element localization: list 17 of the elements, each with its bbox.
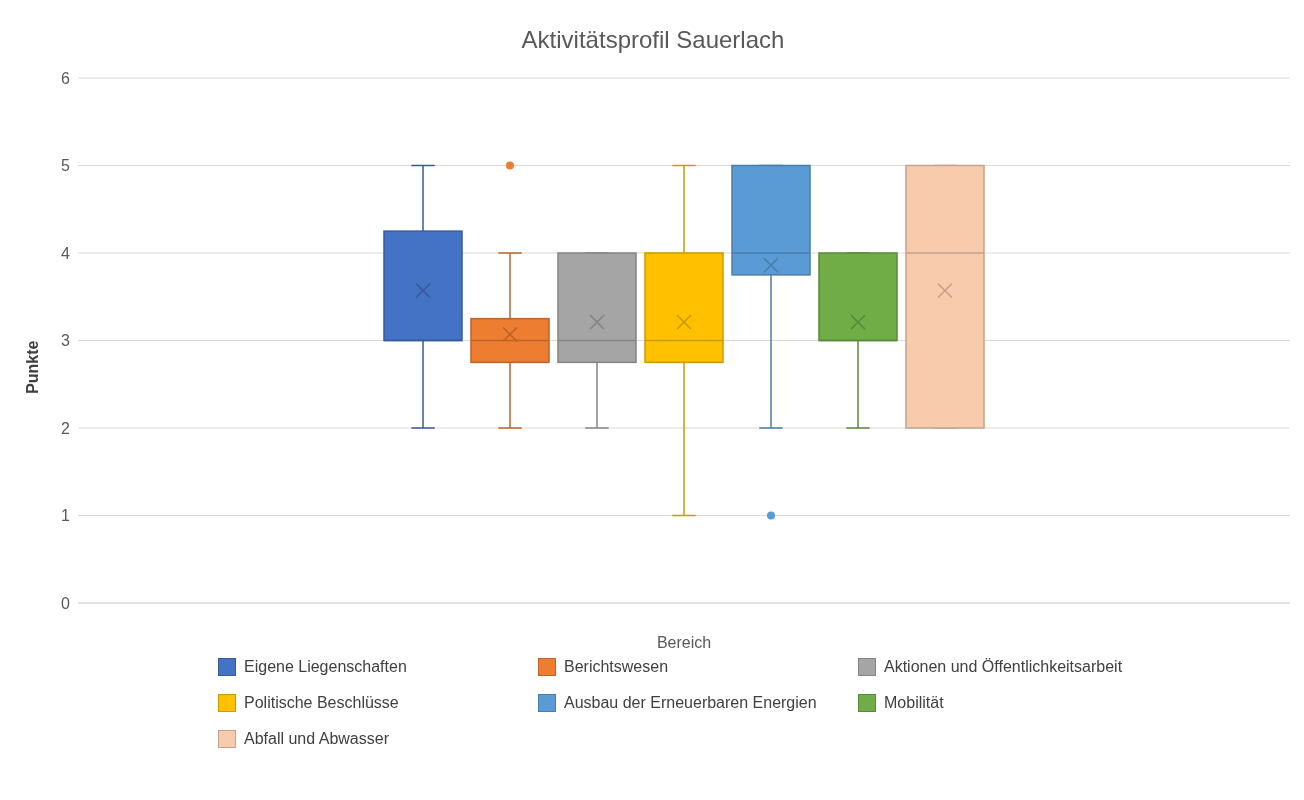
legend-label: Mobilität bbox=[884, 694, 944, 712]
legend-label: Abfall und Abwasser bbox=[244, 730, 389, 748]
legend-label: Ausbau der Erneuerbaren Energien bbox=[564, 694, 817, 712]
y-tick-label: 4 bbox=[61, 244, 71, 262]
legend-label: Eigene Liegenschaften bbox=[244, 658, 407, 676]
legend-label: Berichtswesen bbox=[564, 658, 669, 676]
y-tick-label: 3 bbox=[61, 332, 71, 350]
y-tick-label: 2 bbox=[61, 419, 71, 437]
chart-title: Aktivitätsprofil Sauerlach bbox=[520, 26, 786, 54]
y-tick-label: 0 bbox=[61, 594, 71, 612]
x-axis-title: Bereich bbox=[656, 634, 712, 651]
legend-label: Politische Beschlüsse bbox=[244, 694, 399, 712]
legend-label: Aktionen und Öffentlichkeitsarbeit bbox=[884, 658, 1123, 676]
y-tick-label: 1 bbox=[61, 507, 71, 525]
y-tick-label: 5 bbox=[61, 157, 71, 175]
y-axis-title: Punkte bbox=[23, 340, 41, 394]
y-tick-label: 6 bbox=[61, 69, 71, 87]
